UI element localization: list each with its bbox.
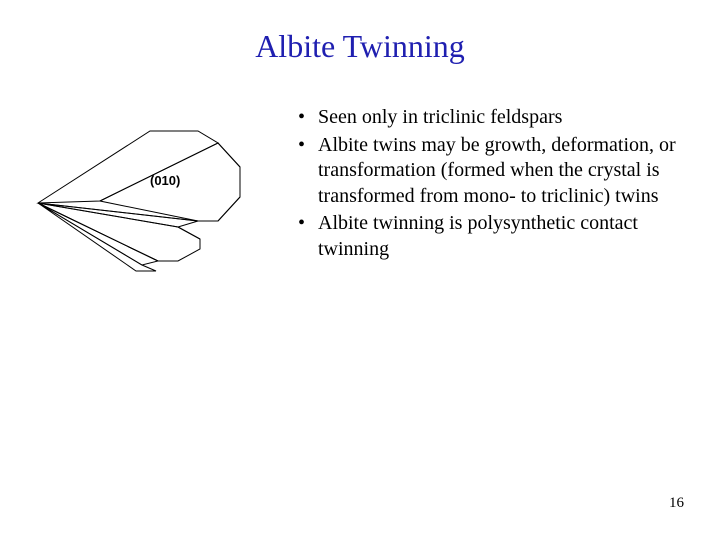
content-row: (010) Seen only in triclinic feldspars A… <box>0 77 720 273</box>
page-title: Albite Twinning <box>0 0 720 77</box>
bullet-list: Seen only in triclinic feldspars Albite … <box>298 105 680 263</box>
miller-index-label: (010) <box>150 173 180 188</box>
figure-column: (010) <box>20 105 290 273</box>
crystal-diagram: (010) <box>30 123 280 273</box>
bullet-item: Albite twinning is polysynthetic contact… <box>298 211 680 262</box>
slide: Albite Twinning <box>0 0 720 540</box>
text-column: Seen only in triclinic feldspars Albite … <box>290 105 680 265</box>
bullet-item: Seen only in triclinic feldspars <box>298 105 680 131</box>
bullet-item: Albite twins may be growth, deformation,… <box>298 133 680 210</box>
page-number: 16 <box>669 495 684 512</box>
